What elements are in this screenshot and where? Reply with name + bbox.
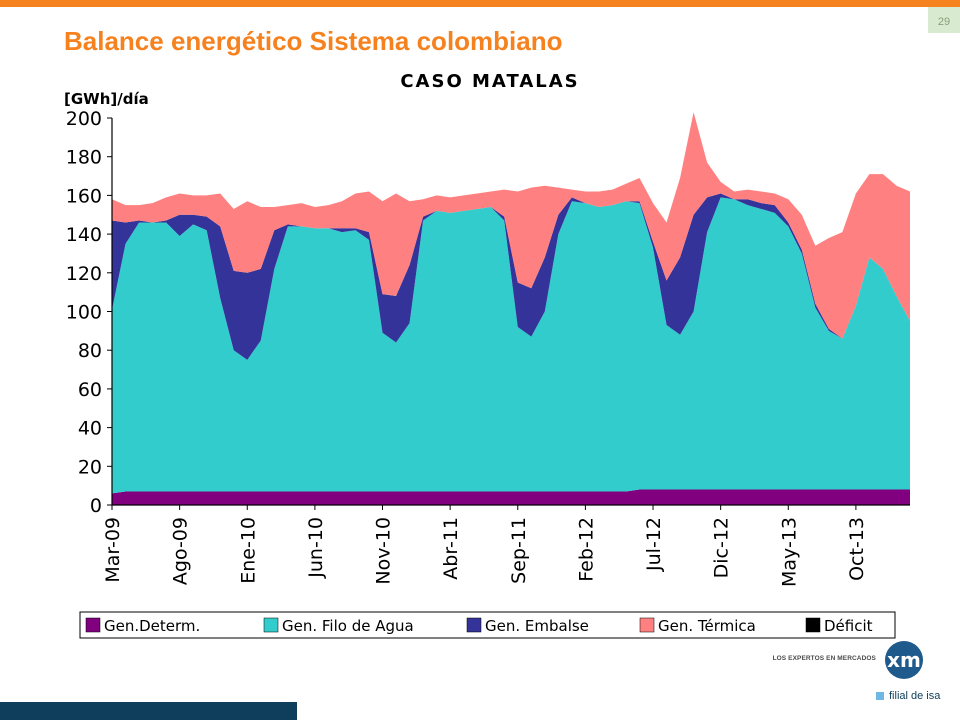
chart-title: CASO MATALAS [400, 71, 579, 92]
x-tick-label: Oct-13 [846, 517, 868, 581]
legend-label-3: Gen. Térmica [658, 617, 756, 635]
y-tick-label: 0 [90, 495, 102, 517]
legend-label-4: Déficit [824, 617, 873, 635]
x-tick-label: Dic-12 [711, 517, 733, 578]
x-tick-label: Jul-12 [643, 517, 665, 572]
legend-swatch-3 [639, 617, 655, 633]
legend-swatch-0 [85, 617, 101, 633]
legend-swatch-4 [805, 617, 821, 633]
chart-legend: Gen.Determ. Gen. Filo de Agua Gen. Embalse… [79, 611, 896, 639]
xm-logo-icon: xm [885, 641, 923, 679]
isa-square-icon [876, 692, 884, 701]
x-tick-label: Nov-10 [373, 517, 395, 585]
legend-swatch-2 [466, 617, 482, 633]
series-area-3 [112, 112, 910, 339]
x-tick-label: Abr-11 [440, 517, 462, 580]
series-area-1 [112, 197, 910, 494]
y-tick-label: 60 [78, 379, 102, 401]
x-tick-label: Mar-09 [102, 517, 124, 583]
y-tick-label: 180 [66, 147, 102, 169]
logo-tagline: LOS EXPERTOS EN MERCADOS [772, 655, 876, 662]
y-tick-label: 80 [78, 340, 102, 362]
x-tick-label: May-13 [778, 517, 800, 587]
y-axis-label: [GWh]/día [64, 90, 149, 108]
x-tick-label: Ene-10 [237, 517, 259, 584]
y-tick-label: 200 [66, 108, 102, 130]
series-area-2 [112, 193, 910, 360]
legend-label-2: Gen. Embalse [485, 617, 589, 635]
logo-subtitle: filial de isa [876, 690, 940, 702]
x-tick-label: Feb-12 [575, 517, 597, 582]
logo-mark-text: xm [887, 648, 921, 672]
x-tick-label: Jun-10 [305, 517, 327, 579]
legend-swatch-1 [263, 617, 279, 633]
y-tick-label: 100 [66, 302, 102, 324]
y-tick-label: 20 [78, 456, 102, 478]
series-area-0 [112, 489, 910, 505]
y-tick-label: 140 [66, 224, 102, 246]
page-number: 29 [928, 7, 960, 33]
x-tick-label: Sep-11 [508, 517, 530, 584]
y-tick-label: 40 [78, 418, 102, 440]
top-accent-bar [0, 0, 960, 7]
logo-subtitle-text: filial de isa [889, 690, 941, 702]
chart-container: CASO MATALAS [GWh]/día 0 20 40 60 80 100 120 14… [0, 60, 960, 650]
legend-box [79, 611, 896, 639]
energy-balance-chart: CASO MATALAS [GWh]/día 0 20 40 60 80 100 120 14… [64, 71, 910, 639]
legend-label-1: Gen. Filo de Agua [282, 617, 414, 635]
slide-title: Balance energético Sistema colombiano [64, 26, 563, 56]
x-tick-label: Ago-09 [170, 517, 192, 585]
legend-label-0: Gen.Determ. [104, 617, 200, 635]
y-tick-label: 120 [66, 263, 102, 285]
y-tick-label: 160 [66, 185, 102, 207]
bottom-navy-bar [0, 702, 297, 720]
